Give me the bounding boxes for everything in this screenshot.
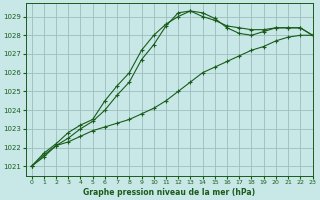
X-axis label: Graphe pression niveau de la mer (hPa): Graphe pression niveau de la mer (hPa) — [83, 188, 255, 197]
